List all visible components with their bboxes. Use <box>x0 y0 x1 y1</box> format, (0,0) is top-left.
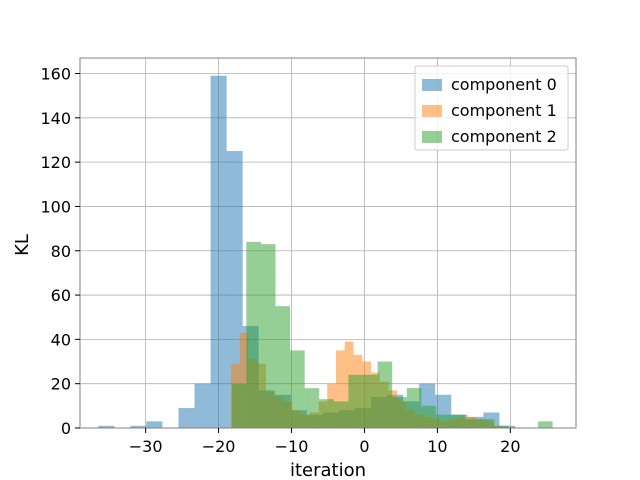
histogram-bar <box>98 425 115 428</box>
histogram-bar <box>377 361 393 428</box>
x-tick-label: −20 <box>202 437 236 456</box>
histogram-bar <box>304 388 320 428</box>
histogram-bar <box>479 419 495 428</box>
histogram-bar <box>465 419 480 428</box>
y-tick-label: 160 <box>40 65 71 84</box>
plot-area-frame <box>79 57 577 429</box>
histogram-bar <box>450 414 466 428</box>
legend-swatch <box>422 105 442 117</box>
histogram-bar <box>146 421 163 428</box>
legend-entry-label: component 0 <box>451 75 557 94</box>
histogram-bar <box>178 408 195 428</box>
legend-swatch <box>422 131 442 143</box>
x-axis-label: iteration <box>290 460 366 480</box>
grid-lines <box>80 58 576 429</box>
histogram-bar <box>435 414 451 428</box>
histogram-bars <box>98 75 553 428</box>
y-tick-label: 140 <box>40 109 71 128</box>
y-tick-label: 120 <box>40 153 71 172</box>
histogram-bar <box>421 405 436 428</box>
legend-entry-label: component 2 <box>451 127 557 146</box>
histogram-bar <box>336 350 345 428</box>
y-axis-label: KL <box>12 234 33 256</box>
histogram-bar <box>194 383 211 428</box>
histogram-bar <box>406 388 422 428</box>
legend-swatch <box>422 79 442 91</box>
axis-ticks: −30 −20 −10 0 10 20 0 20 40 60 80 100 120 140 160 <box>40 65 520 456</box>
histogram-bar <box>246 241 261 428</box>
histogram-bar <box>290 350 305 428</box>
histogram-bar <box>363 374 378 428</box>
x-tick-label: 20 <box>500 437 520 456</box>
histogram-bar <box>231 383 247 428</box>
histogram-bar <box>239 332 249 428</box>
y-tick-label: 100 <box>40 197 71 216</box>
legend: component 0 component 1 component 2 <box>414 65 569 151</box>
histogram-bar <box>130 425 147 428</box>
y-tick-label: 40 <box>51 330 71 349</box>
histogram-bar <box>319 399 334 428</box>
x-tick-label: −30 <box>129 437 163 456</box>
y-tick-label: 0 <box>61 419 71 438</box>
histogram-bar <box>333 401 349 428</box>
histogram-bar <box>210 75 227 428</box>
x-tick-label: 0 <box>359 437 369 456</box>
histogram-bar <box>494 425 509 428</box>
series-2-bars <box>231 241 553 428</box>
histogram-bar <box>260 244 276 428</box>
histogram-bar <box>348 374 364 428</box>
y-tick-label: 80 <box>51 242 71 261</box>
y-tick-label: 60 <box>51 286 71 305</box>
histogram-bar <box>538 421 553 428</box>
histogram-bar <box>226 151 243 428</box>
histogram-bar <box>275 306 291 428</box>
legend-box <box>414 65 569 151</box>
x-tick-label: 10 <box>427 437 447 456</box>
histogram-bar <box>392 396 407 428</box>
y-tick-label: 20 <box>51 375 71 394</box>
legend-entry-label: component 1 <box>451 101 557 120</box>
x-tick-label: −10 <box>275 437 309 456</box>
